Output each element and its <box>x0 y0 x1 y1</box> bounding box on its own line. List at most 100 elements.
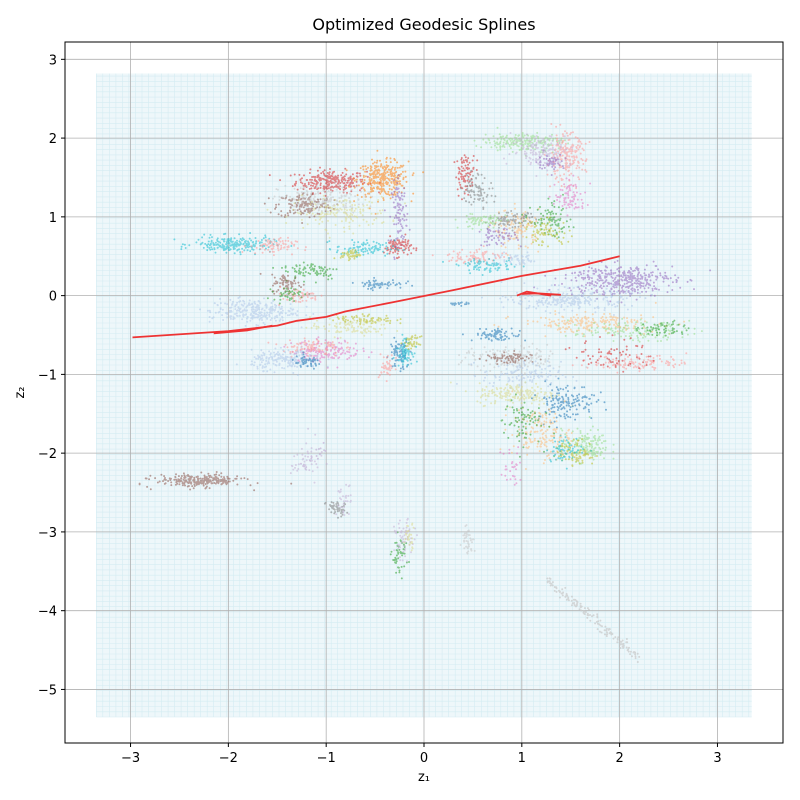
cluster <box>267 337 351 358</box>
cluster-points <box>499 446 522 486</box>
cluster <box>332 313 402 325</box>
cluster <box>543 123 591 190</box>
cluster <box>389 531 410 580</box>
cluster-points <box>351 276 414 292</box>
y-tick-label: 3 <box>49 53 57 68</box>
y-tick-label: 2 <box>49 132 57 147</box>
cluster-points <box>454 212 526 231</box>
cluster-points <box>266 287 307 305</box>
x-tick-label: −2 <box>219 751 238 766</box>
cluster-points <box>546 434 593 470</box>
cluster <box>241 236 307 257</box>
cluster-points <box>241 236 307 257</box>
streak <box>300 441 327 470</box>
axis-ticks: −3 −2 −1 0 1 2 3 −5 −4 −3 −2 −1 0 1 2 3 <box>38 53 722 766</box>
cluster <box>291 351 321 370</box>
cluster <box>478 224 522 248</box>
cluster-points <box>268 166 381 197</box>
cluster <box>499 446 522 486</box>
scatter-points <box>138 123 712 663</box>
cluster-points <box>291 351 321 370</box>
x-tick-label: 2 <box>615 751 623 766</box>
cluster <box>450 301 470 307</box>
cluster <box>454 212 526 231</box>
cluster-points <box>459 169 497 210</box>
cluster-points <box>564 334 655 373</box>
cluster <box>459 169 497 210</box>
cluster-points <box>278 286 323 306</box>
cluster <box>383 174 411 261</box>
y-axis-label: z₂ <box>13 386 28 398</box>
cluster-points <box>235 346 330 376</box>
cluster <box>557 317 703 343</box>
cluster <box>138 471 293 492</box>
cluster <box>442 257 525 276</box>
cluster-points <box>332 313 402 325</box>
cluster-points <box>499 390 579 470</box>
cluster-points <box>382 233 418 260</box>
cluster <box>263 192 339 224</box>
cluster-points <box>571 352 688 374</box>
cluster <box>535 149 567 176</box>
y-tick-label: −2 <box>38 447 57 462</box>
cluster-points <box>442 257 525 276</box>
cluster-points <box>557 416 615 465</box>
cluster-points <box>335 483 352 516</box>
cluster <box>305 309 399 339</box>
cluster-points <box>500 393 556 458</box>
cluster <box>326 239 405 258</box>
cluster <box>431 245 512 265</box>
x-tick-label: 0 <box>420 751 428 766</box>
cluster-points <box>289 427 328 484</box>
cluster-points <box>263 192 339 224</box>
cluster-points <box>259 272 311 295</box>
cluster <box>557 416 615 465</box>
cluster-points <box>326 239 405 258</box>
cluster <box>449 381 574 410</box>
geodesic-splines <box>132 255 620 339</box>
streak-points <box>300 441 327 470</box>
cluster <box>500 393 556 458</box>
cluster <box>503 132 574 177</box>
cluster <box>493 251 536 266</box>
cluster <box>564 334 655 373</box>
cluster-points <box>333 248 362 262</box>
cluster-points <box>535 149 567 176</box>
cluster <box>259 272 311 295</box>
cluster <box>461 327 527 342</box>
cluster <box>323 501 349 519</box>
cluster-points <box>266 194 406 239</box>
spline <box>213 324 273 335</box>
y-tick-label: −4 <box>38 605 57 620</box>
cluster-points <box>383 174 411 261</box>
cluster <box>272 261 338 284</box>
cluster-points <box>272 181 374 217</box>
cluster <box>546 434 593 470</box>
cluster <box>199 287 325 332</box>
y-tick-label: −3 <box>38 526 57 541</box>
cluster-points <box>393 517 418 563</box>
cluster <box>268 166 381 197</box>
cluster <box>278 286 323 306</box>
x-axis-label: z₁ <box>418 770 430 785</box>
cluster <box>333 248 362 262</box>
cluster <box>478 350 542 366</box>
cluster-points <box>377 353 397 383</box>
x-tick-label: 3 <box>713 751 721 766</box>
cluster-points <box>173 232 293 256</box>
cluster <box>377 353 397 383</box>
x-tick-label: −3 <box>121 751 140 766</box>
cluster <box>289 427 328 484</box>
cluster <box>266 194 406 239</box>
cluster <box>351 276 414 292</box>
cluster <box>382 233 418 260</box>
cluster-points <box>449 381 574 410</box>
cluster-points <box>345 149 425 215</box>
cluster <box>403 522 415 552</box>
cluster-points <box>530 377 607 429</box>
cluster <box>481 281 653 316</box>
cluster-points <box>473 126 570 157</box>
cluster <box>473 126 570 157</box>
spline <box>516 290 552 297</box>
